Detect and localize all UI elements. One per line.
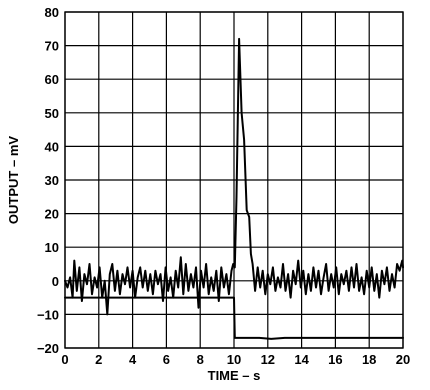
- series-line-2: [64, 296, 404, 340]
- series-line-1: [64, 37, 404, 316]
- x-tick-label: 18: [362, 352, 376, 367]
- x-tick-label: 20: [396, 352, 410, 367]
- x-tick-label: 8: [197, 352, 204, 367]
- series-layer: [64, 37, 404, 340]
- x-tick-label: 0: [61, 352, 68, 367]
- y-axis-title: OUTPUT – mV: [6, 136, 21, 224]
- plot-frame: [64, 11, 404, 349]
- y-tick-label: −10: [37, 307, 59, 322]
- x-tick-label: 2: [95, 352, 102, 367]
- x-tick-label: 12: [261, 352, 275, 367]
- x-tick-label: 14: [294, 352, 309, 367]
- y-tick-label: 0: [52, 274, 59, 289]
- y-tick-label: 20: [45, 207, 59, 222]
- y-tick-label: −20: [37, 341, 59, 356]
- y-tick-label: 40: [45, 139, 59, 154]
- x-axis-title: TIME – s: [208, 368, 261, 383]
- y-tick-label: 60: [45, 72, 59, 87]
- x-tick-label: 4: [129, 352, 137, 367]
- x-tick-label: 10: [227, 352, 241, 367]
- y-tick-label: 50: [45, 106, 59, 121]
- y-tick-label: 80: [45, 5, 59, 20]
- y-tick-label: 70: [45, 39, 59, 54]
- x-tick-label: 16: [328, 352, 342, 367]
- y-tick-label: 30: [45, 173, 59, 188]
- tick-labels: 0 2 4 6 8 10 12 14 16 18 20 −20 −10 0 10 20 30 40 50 60 70 80: [37, 5, 410, 367]
- y-tick-label: 10: [45, 240, 59, 255]
- x-tick-label: 6: [163, 352, 170, 367]
